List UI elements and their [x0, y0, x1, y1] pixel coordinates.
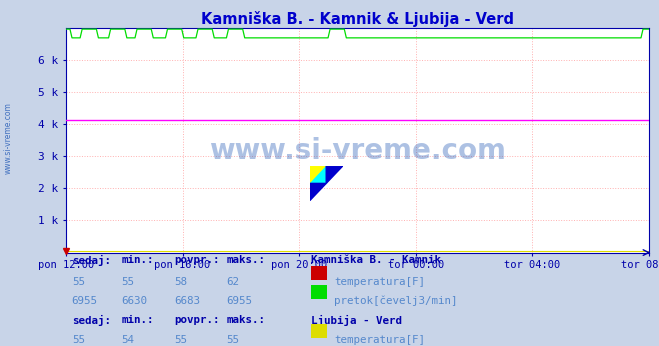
Polygon shape: [310, 166, 326, 183]
Text: www.si-vreme.com: www.si-vreme.com: [209, 137, 506, 165]
Text: 54: 54: [121, 335, 134, 345]
Text: 58: 58: [174, 277, 186, 287]
Text: 6683: 6683: [174, 296, 200, 306]
Text: povpr.:: povpr.:: [174, 255, 219, 265]
Text: sedaj:: sedaj:: [72, 255, 111, 266]
Bar: [311, 285, 327, 299]
Text: maks.:: maks.:: [226, 315, 266, 325]
Text: 55: 55: [72, 335, 85, 345]
Text: 55: 55: [72, 277, 85, 287]
Text: min.:: min.:: [121, 315, 154, 325]
Text: 6630: 6630: [121, 296, 148, 306]
Bar: [311, 344, 327, 346]
Text: www.si-vreme.com: www.si-vreme.com: [3, 102, 13, 174]
Text: 55: 55: [226, 335, 239, 345]
Text: temperatura[F]: temperatura[F]: [334, 277, 425, 287]
Bar: [311, 266, 327, 280]
Text: temperatura[F]: temperatura[F]: [334, 335, 425, 345]
Text: Ljubija - Verd: Ljubija - Verd: [311, 315, 402, 326]
Polygon shape: [310, 166, 326, 183]
Text: 6955: 6955: [72, 296, 98, 306]
Text: min.:: min.:: [121, 255, 154, 265]
Title: Kamniška B. - Kamnik & Ljubija - Verd: Kamniška B. - Kamnik & Ljubija - Verd: [201, 10, 514, 27]
Text: maks.:: maks.:: [226, 255, 266, 265]
Text: pretok[čevelj3/min]: pretok[čevelj3/min]: [334, 296, 458, 306]
Text: 55: 55: [121, 277, 134, 287]
Polygon shape: [310, 183, 326, 201]
Text: 62: 62: [226, 277, 239, 287]
Text: 55: 55: [174, 335, 186, 345]
Text: Kamniška B. - Kamnik: Kamniška B. - Kamnik: [311, 255, 441, 265]
Text: povpr.:: povpr.:: [174, 315, 219, 325]
Bar: [311, 325, 327, 338]
Text: sedaj:: sedaj:: [72, 315, 111, 326]
Text: 6955: 6955: [226, 296, 252, 306]
Polygon shape: [326, 166, 343, 183]
